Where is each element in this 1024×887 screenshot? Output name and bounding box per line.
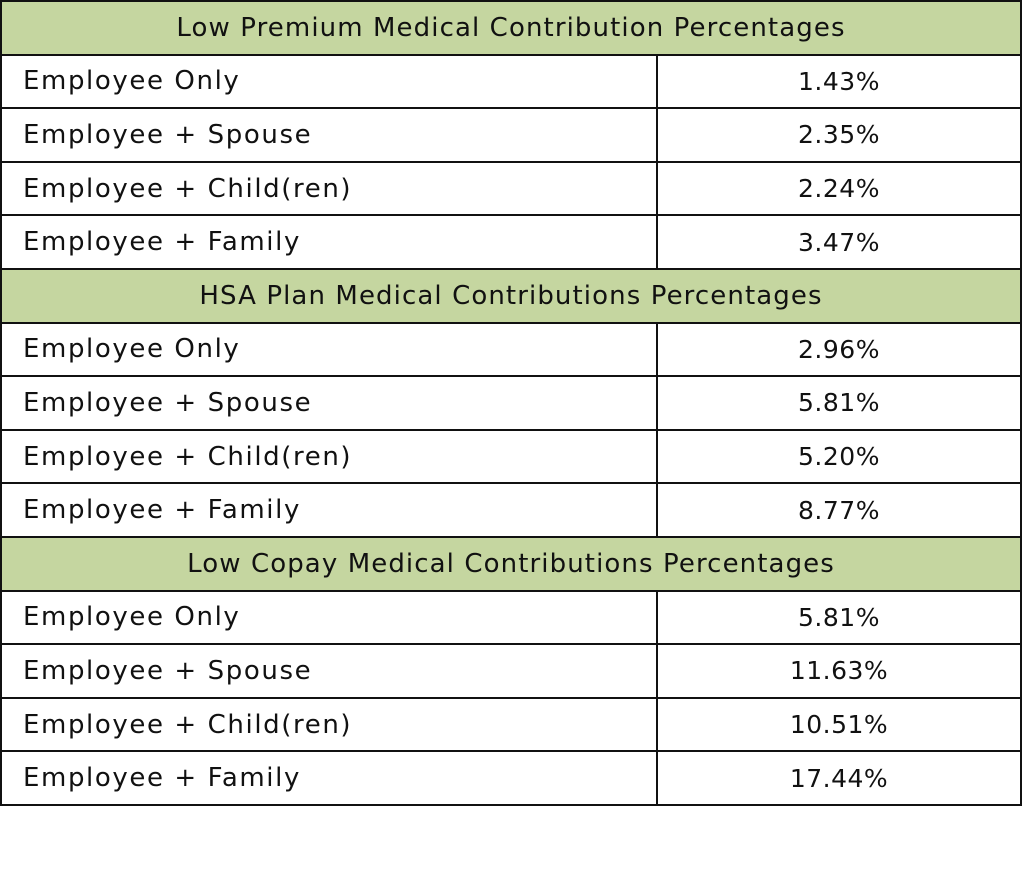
coverage-label: Employee + Child(ren) [0, 160, 658, 217]
contribution-value: 1.43% [656, 53, 1022, 110]
section-title: HSA Plan Medical Contributions Percentag… [0, 267, 1022, 324]
section-header-hsa-plan: HSA Plan Medical Contributions Percentag… [0, 267, 1022, 324]
table-row: Employee + Family 8.77% [0, 482, 1022, 538]
contribution-value: 17.44% [656, 750, 1022, 806]
coverage-label: Employee + Child(ren) [0, 696, 658, 753]
table-row: Employee Only 5.81% [0, 589, 1022, 646]
table-row: Employee + Family 3.47% [0, 214, 1022, 270]
contribution-value: 10.51% [656, 696, 1022, 753]
coverage-label: Employee + Family [0, 214, 658, 270]
contribution-value: 5.81% [656, 375, 1022, 431]
section-header-low-copay: Low Copay Medical Contributions Percenta… [0, 535, 1022, 592]
coverage-label: Employee + Spouse [0, 107, 658, 163]
contribution-value: 5.20% [656, 428, 1022, 485]
contribution-value: 3.47% [656, 214, 1022, 270]
coverage-label: Employee + Spouse [0, 375, 658, 431]
table-row: Employee + Spouse 2.35% [0, 107, 1022, 163]
coverage-label: Employee + Spouse [0, 643, 658, 699]
section-header-low-premium: Low Premium Medical Contribution Percent… [0, 0, 1022, 56]
contribution-value: 2.24% [656, 160, 1022, 217]
table-row: Employee Only 1.43% [0, 53, 1022, 110]
coverage-label: Employee Only [0, 589, 658, 646]
contribution-value: 2.35% [656, 107, 1022, 163]
table-row: Employee + Child(ren) 5.20% [0, 428, 1022, 485]
table-row: Employee + Family 17.44% [0, 750, 1022, 806]
contribution-value: 11.63% [656, 643, 1022, 699]
coverage-label: Employee + Child(ren) [0, 428, 658, 485]
coverage-label: Employee + Family [0, 482, 658, 538]
contribution-value: 2.96% [656, 321, 1022, 378]
contribution-value: 5.81% [656, 589, 1022, 646]
section-title: Low Copay Medical Contributions Percenta… [0, 535, 1022, 592]
coverage-label: Employee Only [0, 321, 658, 378]
contribution-value: 8.77% [656, 482, 1022, 538]
table-row: Employee + Spouse 11.63% [0, 643, 1022, 699]
contribution-percentages-table: Low Premium Medical Contribution Percent… [0, 0, 1022, 806]
section-title: Low Premium Medical Contribution Percent… [0, 0, 1022, 56]
coverage-label: Employee Only [0, 53, 658, 110]
table-row: Employee Only 2.96% [0, 321, 1022, 378]
coverage-label: Employee + Family [0, 750, 658, 806]
table-row: Employee + Spouse 5.81% [0, 375, 1022, 431]
table-row: Employee + Child(ren) 2.24% [0, 160, 1022, 217]
table-row: Employee + Child(ren) 10.51% [0, 696, 1022, 753]
